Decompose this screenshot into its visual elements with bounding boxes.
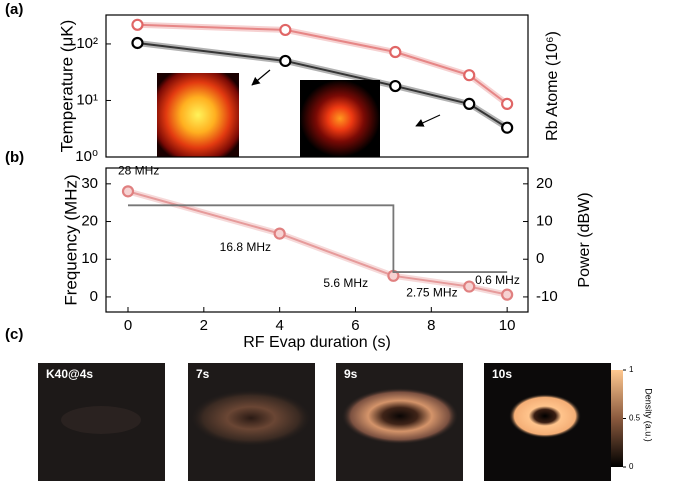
inset-images	[157, 69, 441, 157]
y2-tick-label: 20	[536, 175, 553, 192]
y-tick-label: 10¹	[76, 91, 98, 108]
arrow	[415, 114, 441, 127]
series-line	[127, 204, 508, 273]
series-point	[463, 97, 476, 110]
y-tick-label: 10⁰	[75, 148, 98, 165]
image-label: K40@4s	[46, 367, 93, 381]
density-blob	[191, 390, 311, 446]
density-images	[38, 363, 623, 481]
y-tick-label: 20	[81, 212, 98, 229]
x-tick-label: 8	[427, 317, 435, 334]
series-point	[273, 227, 286, 240]
arrow	[251, 69, 271, 86]
density-blob	[61, 406, 141, 434]
y2-tick-label: -10	[536, 288, 558, 305]
value-label: 16.8 MHz	[220, 240, 271, 254]
colorbar-tick-label: 0.5	[629, 414, 641, 423]
value-label: 5.6 MHz	[323, 276, 368, 290]
series-point	[279, 23, 292, 37]
y-tick-label: 10	[81, 250, 98, 267]
image-label: 7s	[196, 367, 210, 381]
panel-label: (c)	[5, 326, 23, 343]
y-axis-label: Temperature (μK)	[57, 20, 76, 153]
value-label: 0.6 MHz	[475, 273, 520, 287]
y-tick-label: 0	[90, 288, 98, 305]
series-point	[463, 280, 476, 293]
y-tick-label: 30	[81, 175, 98, 192]
y-tick-label: 10²	[76, 35, 98, 52]
x-axis-label: RF Evap duration (s)	[243, 334, 391, 351]
series-point	[501, 121, 514, 134]
cloud-image	[157, 73, 239, 157]
y2-tick-label: 0	[536, 250, 544, 267]
series-point	[131, 36, 144, 50]
cloud-image	[300, 80, 380, 157]
colorbar-tick-label: 1	[629, 365, 634, 374]
x-tick-label: 6	[351, 317, 359, 334]
y2-axis-label: Rb Atome (10⁶)	[544, 31, 561, 141]
density-blob	[509, 394, 581, 438]
plot-frame	[105, 14, 529, 158]
y-axis-label: Frequency (MHz)	[61, 174, 80, 305]
y2-tick-label: 10	[536, 212, 553, 229]
series-line	[127, 190, 508, 296]
image-label: 9s	[344, 367, 358, 381]
colorbar-tick-label: 0	[629, 462, 634, 471]
image-label: 10s	[492, 367, 512, 381]
x-tick-label: 0	[124, 317, 132, 334]
colorbar	[611, 370, 623, 467]
plot-frame	[105, 167, 529, 313]
series-point	[501, 97, 514, 110]
x-tick-label: 2	[200, 317, 208, 334]
series-point	[389, 79, 402, 93]
series-point	[279, 54, 292, 68]
panel-label: (b)	[5, 149, 24, 166]
colorbar-label: Density (a.u.)	[644, 388, 654, 442]
density-blob	[342, 388, 458, 444]
series-point	[501, 288, 514, 301]
value-label: 2.75 MHz	[406, 286, 457, 300]
series-point	[131, 18, 144, 31]
panel-label: (a)	[5, 1, 23, 18]
value-label: 28 MHz	[118, 164, 159, 178]
x-tick-label: 4	[275, 317, 283, 334]
y2-axis-label: Power (dBW)	[576, 192, 593, 287]
series-point	[121, 185, 135, 198]
series-point	[389, 45, 402, 59]
series-point	[463, 69, 476, 82]
x-tick-label: 10	[499, 317, 516, 334]
